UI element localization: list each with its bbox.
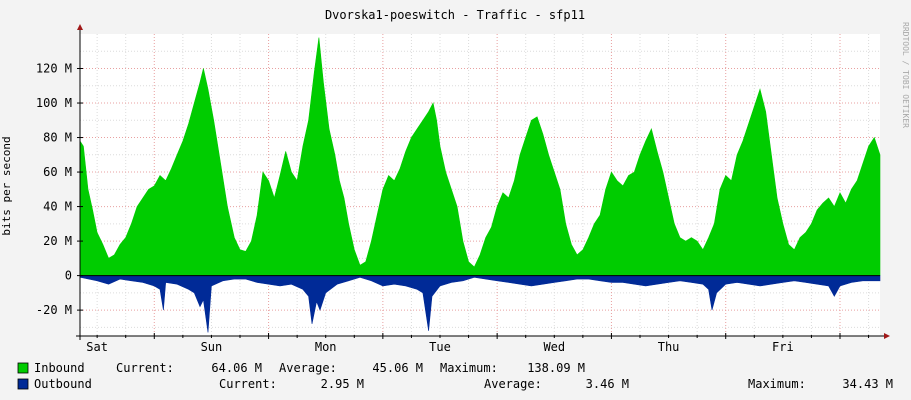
legend-outbound-average-value: 3.46 M (586, 377, 629, 391)
y-axis-label: bits per second (0, 136, 13, 235)
x-tick-label-tue: Tue (429, 340, 451, 354)
legend-outbound-maximum-value: 34.43 M (842, 377, 893, 391)
series-areas (79, 37, 881, 333)
x-tick-label-fri: Fri (772, 340, 794, 354)
rrdtool-watermark: RRDTOOL / TOBI OETIKER (901, 22, 910, 128)
legend-inbound-maximum-value: 138.09 M (527, 361, 585, 375)
legend-inbound-maximum-label: Maximum: (440, 361, 498, 375)
legend-outbound-average-label: Average: (484, 377, 542, 391)
legend-inbound-current-value: 64.06 M (211, 361, 262, 375)
legend-outbound-name: Outbound (34, 377, 92, 391)
series-area-outbound (79, 275, 881, 333)
x-tick-label-thu: Thu (658, 340, 680, 354)
chart-title: Dvorska1-poeswitch - Traffic - sfp11 (325, 8, 585, 22)
y-tick-label: 60 M (43, 165, 72, 179)
legend-inbound-average-label: Average: (279, 361, 337, 375)
legend-outbound-maximum-label: Maximum: (748, 377, 806, 391)
legend-outbound-current-label: Current: (219, 377, 277, 391)
y-tick-label: 80 M (43, 131, 72, 145)
legend-outbound-current-value: 2.95 M (321, 377, 364, 391)
x-axis-arrow (884, 333, 890, 339)
x-tick-label-sat: Sat (86, 340, 108, 354)
y-tick-labels: 120 M 100 M 80 M 60 M 40 M 20 M 0 -20 M (36, 62, 72, 318)
x-tick-label-mon: Mon (315, 340, 337, 354)
legend-inbound-name: Inbound (34, 361, 85, 375)
axes (76, 24, 890, 340)
legend-swatch-outbound (17, 378, 29, 390)
y-tick-label: 100 M (36, 96, 72, 110)
y-tick-label: 20 M (43, 234, 72, 248)
y-axis-arrow (77, 24, 83, 30)
legend: Inbound Current: 64.06 M Average: 45.06 … (17, 361, 893, 391)
x-tick-labels: Sat Sun Mon Tue Wed Thu Fri (86, 340, 793, 354)
legend-inbound-average-value: 45.06 M (372, 361, 423, 375)
y-tick-label: -20 M (36, 303, 72, 317)
y-tick-label: 120 M (36, 62, 72, 76)
y-tick-label: 0 (65, 269, 72, 283)
y-tick-label: 40 M (43, 200, 72, 214)
x-tick-label-wed: Wed (543, 340, 565, 354)
legend-swatch-inbound (17, 362, 29, 374)
x-tick-label-sun: Sun (201, 340, 223, 354)
series-area-inbound (79, 37, 881, 276)
legend-inbound-current-label: Current: (116, 361, 174, 375)
